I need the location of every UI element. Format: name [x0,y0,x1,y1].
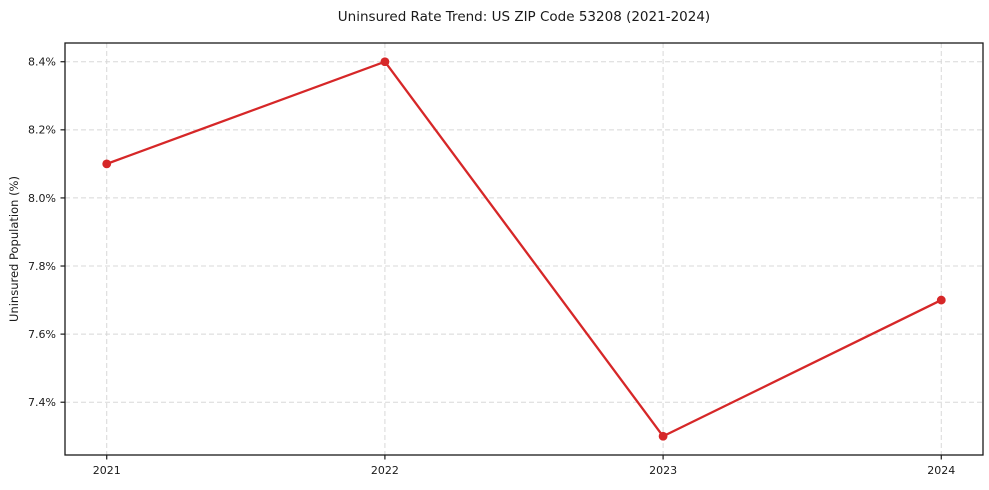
y-tick-label: 8.2% [28,124,56,137]
data-point [380,57,390,67]
trend-line [105,60,943,438]
plot-border [64,42,984,456]
y-tick-label: 7.6% [28,328,56,341]
x-tick-label: 2021 [93,464,121,477]
data-point [936,295,946,305]
chart-title: Uninsured Rate Trend: US ZIP Code 53208 … [337,9,711,25]
y-tick-label: 8.4% [28,56,56,69]
y-tick-label: 7.4% [28,396,56,409]
x-tick-label: 2023 [649,464,677,477]
x-tick-label: 2024 [927,464,955,477]
y-tick-label: 8.0% [28,192,56,205]
data-point [658,431,668,441]
data-point [102,159,112,169]
x-tick-label: 2022 [371,464,399,477]
y-axis-label: Uninsured Population (%) [7,176,21,322]
y-tick-label: 7.8% [28,260,56,273]
